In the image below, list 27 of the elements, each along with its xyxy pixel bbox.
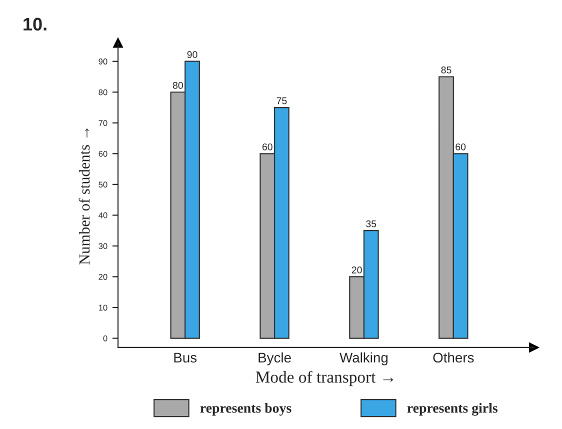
y-tick-label: 80 [98, 89, 108, 96]
data-label: 90 [187, 51, 198, 58]
data-label: 75 [276, 97, 287, 104]
x-axis-title: Mode of transport → [256, 370, 394, 386]
y-tick-label: 40 [98, 212, 108, 218]
data-label: 80 [172, 82, 183, 89]
x-tick-label: Bus [174, 352, 197, 363]
y-tick-label: 70 [98, 120, 108, 126]
y-tick-label: 10 [98, 304, 108, 311]
y-tick-label: 50 [98, 182, 108, 188]
data-label: 85 [441, 66, 452, 74]
data-label: 60 [262, 143, 272, 150]
data-label: 35 [366, 220, 376, 228]
text: 10. [24, 18, 46, 31]
data-label: 60 [456, 143, 466, 150]
y-tick-label: 20 [98, 274, 108, 280]
y-tick-label: 30 [98, 243, 108, 250]
y-axis-title: Number of students → [78, 128, 90, 265]
x-tick-label: Walking [340, 352, 388, 366]
y-tick-label: 60 [98, 150, 108, 157]
y-tick-label: 90 [98, 58, 108, 64]
x-tick-label: Bycle [258, 352, 291, 366]
legend-label: represents boys [200, 403, 292, 416]
y-tick-label: 0 [103, 335, 108, 342]
data-label: 20 [352, 266, 362, 274]
x-tick-label: Others [433, 352, 474, 363]
legend-label: represents girls [407, 403, 498, 416]
